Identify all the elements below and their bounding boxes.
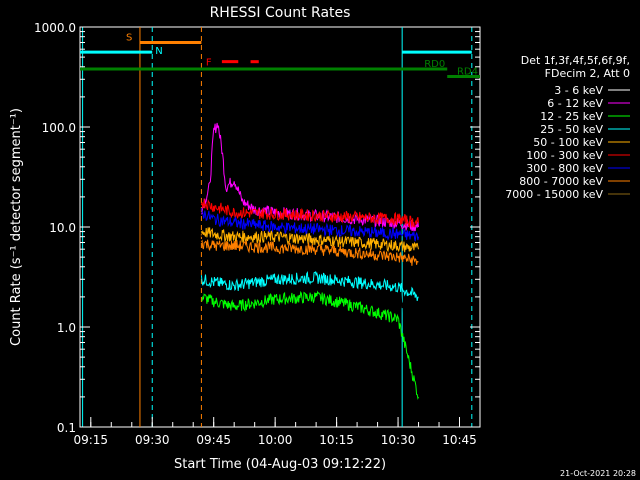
y-tick-label: 1.0 bbox=[57, 321, 76, 335]
legend: Det 1f,3f,4f,5f,6f,9f, FDecim 2, Att 0 3… bbox=[505, 54, 630, 201]
legend-entry-label: 300 - 800 keV bbox=[526, 162, 603, 175]
y-tick-label: 0.1 bbox=[57, 421, 76, 435]
legend-entry-label: 100 - 300 keV bbox=[526, 149, 603, 162]
flag-label-s: S bbox=[126, 32, 132, 43]
y-tick-label: 1000.0 bbox=[34, 21, 76, 35]
series-line-300-800-kev bbox=[200, 207, 419, 242]
y-axis: 0.1 1.0 10.0 100.0 1000.0 bbox=[34, 21, 480, 435]
series-line-800-7000-kev bbox=[200, 239, 419, 266]
y-tick-label: 10.0 bbox=[49, 221, 76, 235]
x-tick-label: 09:30 bbox=[135, 433, 170, 447]
flag-label-rd0: RD0 bbox=[424, 59, 445, 70]
x-tick-label: 10:00 bbox=[258, 433, 293, 447]
series-line-12-25-kev bbox=[201, 290, 419, 400]
legend-entry-label: 800 - 7000 keV bbox=[519, 175, 603, 188]
legend-entry-label: 6 - 12 keV bbox=[547, 97, 603, 110]
flag-label-rd4: RD4 bbox=[457, 66, 478, 77]
chart-title: RHESSI Count Rates bbox=[210, 5, 351, 21]
series-line-50-100-kev bbox=[200, 227, 419, 253]
footer-date: 21-Oct-2021 20:28 bbox=[560, 469, 636, 478]
series-line-25-50-kev bbox=[200, 270, 419, 301]
x-axis: 09:15 09:30 09:45 10:00 10:15 10:30 10:45 bbox=[73, 417, 481, 447]
legend-entry-label: 7000 - 15000 keV bbox=[505, 188, 603, 201]
y-axis-label: Count Rate (s⁻¹ detector segment⁻¹) bbox=[9, 108, 24, 346]
legend-entry-label: 50 - 100 keV bbox=[533, 136, 603, 149]
flag-label-f: F bbox=[206, 58, 212, 69]
x-tick-label: 10:15 bbox=[319, 433, 354, 447]
legend-header-line2: FDecim 2, Att 0 bbox=[545, 67, 630, 80]
x-tick-label: 09:45 bbox=[196, 433, 231, 447]
legend-entry-label: 12 - 25 keV bbox=[540, 110, 603, 123]
time-markers bbox=[82, 27, 473, 427]
x-tick-label: 09:15 bbox=[73, 433, 108, 447]
flag-bars: S N F RD0 RD4 bbox=[80, 32, 480, 78]
x-tick-label: 10:30 bbox=[381, 433, 416, 447]
x-tick-label: 10:45 bbox=[442, 433, 477, 447]
legend-header-line1: Det 1f,3f,4f,5f,6f,9f, bbox=[521, 54, 630, 67]
y-tick-label: 100.0 bbox=[42, 121, 76, 135]
x-axis-label: Start Time (04-Aug-03 09:12:22) bbox=[174, 457, 386, 472]
legend-entry-label: 25 - 50 keV bbox=[540, 123, 603, 136]
legend-entry-label: 3 - 6 keV bbox=[554, 84, 603, 97]
series-line-100-300-kev bbox=[200, 198, 419, 229]
series-group bbox=[200, 122, 419, 400]
flag-label-n: N bbox=[155, 46, 162, 57]
